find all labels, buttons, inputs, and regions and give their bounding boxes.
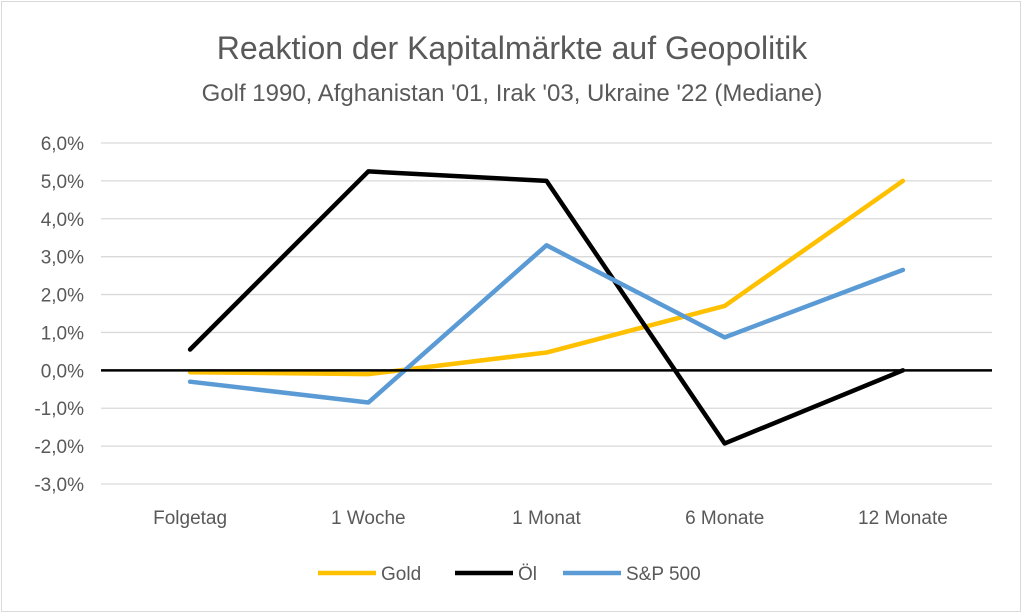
y-tick-label: -3,0% <box>34 475 84 496</box>
chart-title: Reaktion der Kapitalmärkte auf Geopoliti… <box>217 30 809 66</box>
series-line-s-p-500 <box>187 243 906 405</box>
y-tick-label: 2,0% <box>41 286 84 307</box>
x-tick-label: 1 Monat <box>512 508 581 529</box>
series-line-gold <box>187 178 906 377</box>
y-tick-label: 6,0% <box>41 134 84 155</box>
y-tick-label: 0,0% <box>41 361 84 382</box>
y-tick-label: -2,0% <box>34 437 84 458</box>
chart-subtitle: Golf 1990, Afghanistan '01, Irak '03, Uk… <box>202 80 823 107</box>
x-tick-label: 6 Monate <box>685 508 764 529</box>
y-tick-label: 3,0% <box>41 248 84 269</box>
y-tick-label: -1,0% <box>34 399 84 420</box>
legend-label: Gold <box>381 564 421 585</box>
legend-label: Öl <box>518 564 537 585</box>
x-tick-label: 1 Woche <box>331 508 406 529</box>
x-tick-label: Folgetag <box>153 508 227 529</box>
x-tick-label: 12 Monate <box>858 508 948 529</box>
series-line-öl <box>187 169 906 446</box>
y-tick-label: 4,0% <box>41 210 84 231</box>
legend-label: S&P 500 <box>626 564 701 585</box>
y-tick-label: 5,0% <box>41 172 84 193</box>
y-tick-label: 1,0% <box>41 323 84 344</box>
